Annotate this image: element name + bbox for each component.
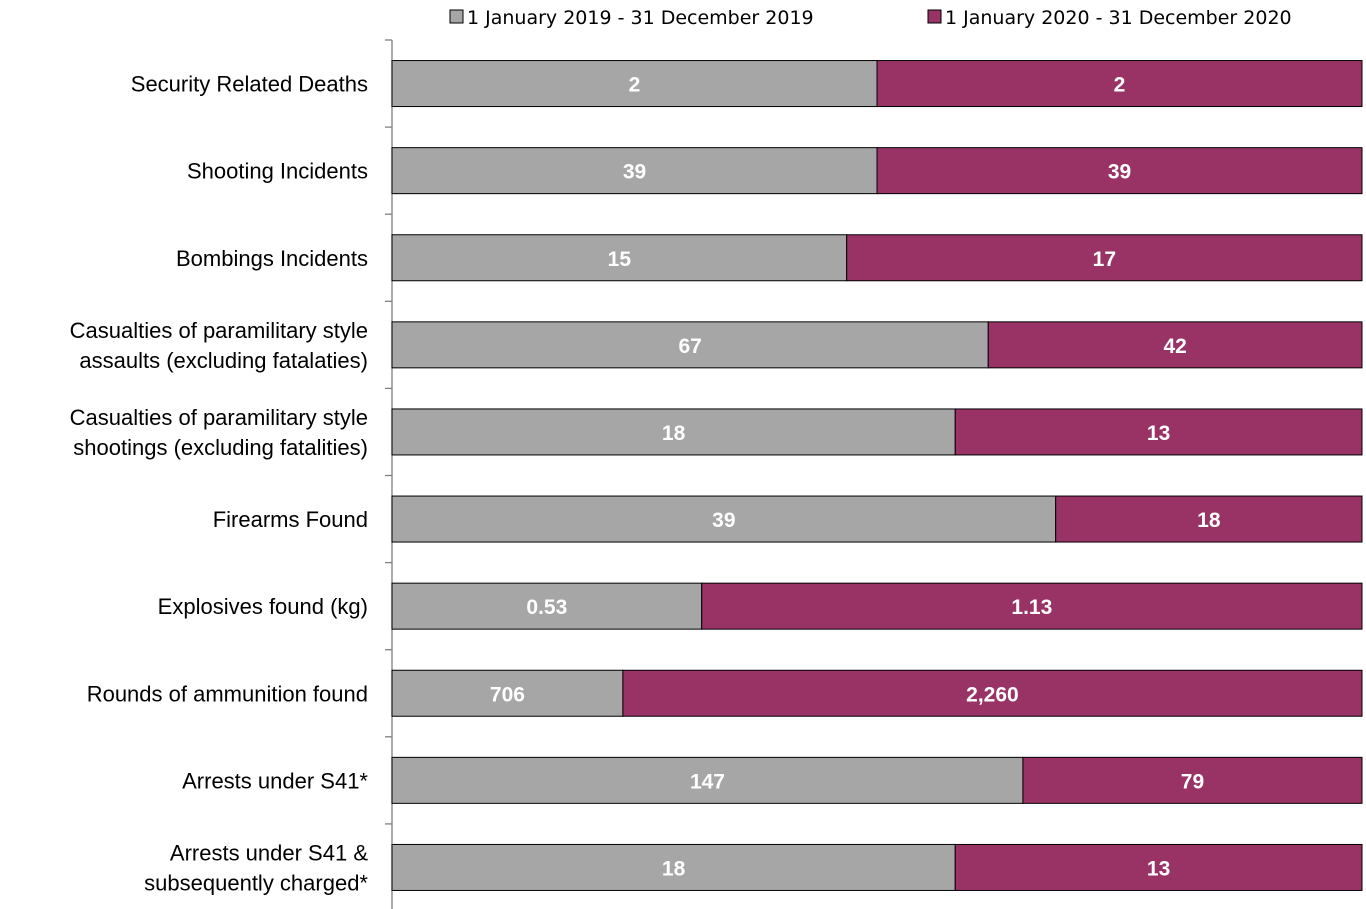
data-label: 2 [1114,74,1126,97]
data-label: 17 [1093,248,1116,271]
category-label: assaults (excluding fatalaties) [79,348,368,373]
data-label: 67 [678,335,701,358]
category-label: Shooting Incidents [187,159,368,184]
data-label: 42 [1163,335,1186,358]
category-label: Arrests under S41 & [170,840,368,865]
data-label: 18 [1197,509,1221,532]
data-label: 0.53 [526,596,567,619]
data-label: 147 [690,770,725,793]
category-label: Rounds of ammunition found [87,681,368,706]
category-label: Arrests under S41* [182,768,368,793]
data-label: 79 [1181,770,1204,793]
bar-segment-2019 [391,321,989,369]
legend-label-2020: 1 January 2020 - 31 December 2020 [945,7,1292,29]
bar-segment-2020 [876,147,1363,195]
data-label: 13 [1147,422,1170,445]
data-label: 18 [662,422,686,445]
category-label: Casualties of paramilitary style [70,405,368,430]
category-label: Explosives found (kg) [158,594,368,619]
data-label: 13 [1147,857,1170,880]
bar-segment-2019 [391,756,1024,804]
bar-segment-2019 [391,408,956,456]
data-label: 1.13 [1011,596,1052,619]
bar-segment-2019 [391,582,703,630]
category-label: Bombings Incidents [176,246,368,271]
legend-label-2019: 1 January 2019 - 31 December 2019 [467,7,814,29]
bar-segment-2020 [876,60,1363,108]
data-label: 18 [662,857,686,880]
bar-segment-2019 [391,669,624,717]
data-label: 2 [629,74,641,97]
category-label: subsequently charged* [144,870,368,895]
bar-segment-2019 [391,234,848,282]
bar-segment-2019 [391,843,956,891]
legend: 1 January 2019 - 31 December 2019 1 Janu… [449,7,1292,29]
bar-segment-2019 [391,495,1057,543]
data-label: 2,260 [966,683,1019,706]
bar-segment-2020 [954,408,1363,456]
plot-area: 2 2 Security Related Deaths 39 39 Shooting In… [70,39,1363,895]
data-label: 706 [490,683,525,706]
data-label: 15 [608,248,632,271]
category-label: Casualties of paramilitary style [70,318,368,343]
bar-segment-2020 [622,669,1363,717]
bar-segment-2019 [391,60,878,108]
data-label: 39 [1108,161,1131,184]
data-label: 39 [712,509,735,532]
bar-segment-2020 [1022,756,1363,804]
bar-segment-2020 [954,843,1363,891]
bar-segment-2020 [846,234,1363,282]
bar-segment-2020 [701,582,1363,630]
category-label: shootings (excluding fatalities) [73,435,368,460]
category-label: Security Related Deaths [131,72,368,97]
category-label: Firearms Found [213,507,368,532]
legend-swatch-2019 [449,9,464,24]
bar-segment-2020 [1055,495,1363,543]
legend-swatch-2020 [927,9,942,24]
bar-segment-2019 [391,147,878,195]
data-label: 39 [623,161,646,184]
bar-segment-2020 [987,321,1363,369]
